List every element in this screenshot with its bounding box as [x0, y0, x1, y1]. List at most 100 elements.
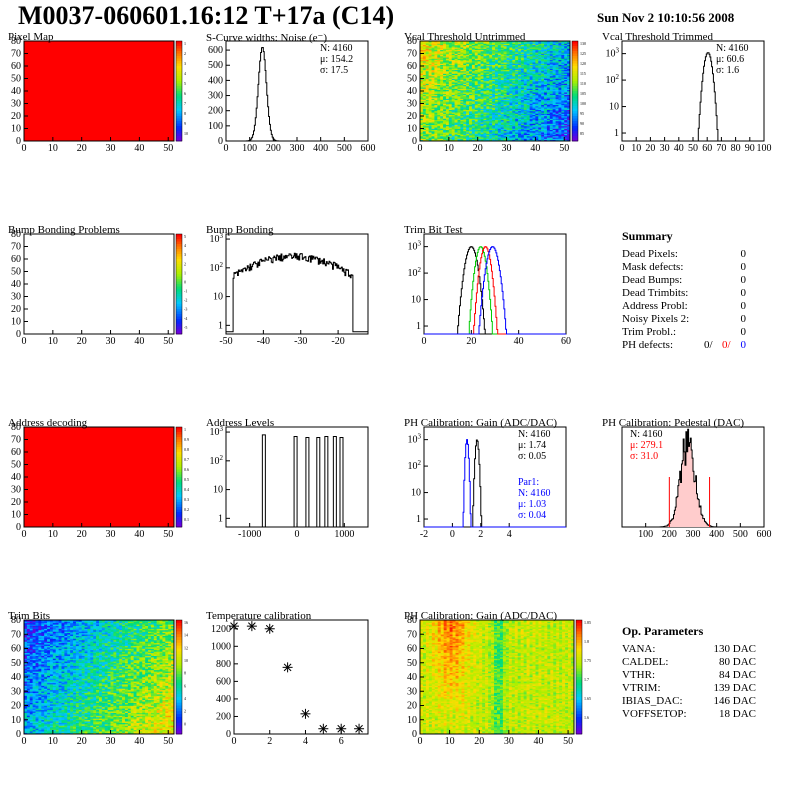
x-tick-label: 20	[77, 336, 87, 347]
panel-title: Pixel Map	[8, 31, 54, 43]
color-scale-cell	[176, 264, 182, 267]
x-tick-label: 400	[313, 143, 328, 154]
panel-title: Address decoding	[8, 417, 87, 429]
y-tick-label: 103	[408, 240, 422, 253]
x-tick-label: 30	[502, 143, 512, 154]
y-tick-label: 70	[11, 49, 21, 60]
ph-defects-black: 0/	[704, 339, 713, 351]
color-scale-cell	[572, 61, 578, 64]
color-scale-cell	[176, 490, 182, 493]
histogram-line	[622, 53, 764, 141]
x-tick-label: 40	[530, 143, 540, 154]
color-scale-cell	[176, 61, 182, 64]
color-scale-cell	[176, 482, 182, 485]
color-scale-cell	[572, 121, 578, 124]
x-tick-label: -2	[420, 529, 428, 540]
color-scale-cell	[176, 66, 182, 69]
color-scale-cell	[176, 294, 182, 297]
color-scale-cell	[176, 104, 182, 107]
address-spike	[262, 435, 265, 527]
histogram-line	[424, 247, 566, 334]
stats-text: N: 4160	[630, 429, 663, 440]
color-scale-cell	[176, 94, 182, 97]
color-scale-cell	[572, 54, 578, 57]
color-scale-cell	[176, 274, 182, 277]
color-scale-cell	[176, 440, 182, 443]
color-scale-cell	[176, 272, 182, 275]
panel-title: Vcal Threshold Trimmed	[602, 31, 713, 43]
x-tick-label: 0	[418, 143, 423, 154]
y-tick-label: 300	[208, 91, 223, 102]
x-tick-label: 200	[662, 529, 677, 540]
color-scale-label: 115	[580, 71, 586, 76]
color-scale-cell	[176, 324, 182, 327]
color-scale-label: 3	[184, 61, 186, 66]
color-scale-cell	[572, 74, 578, 77]
color-scale-cell	[176, 487, 182, 490]
stats-text: σ: 17.5	[320, 65, 348, 76]
color-scale-cell	[176, 56, 182, 59]
color-scale-cell	[176, 460, 182, 463]
summary-value: 0	[741, 248, 747, 260]
y-tick-label: 30	[11, 99, 21, 110]
color-scale-cell	[176, 84, 182, 87]
panel-title: Address Levels	[206, 417, 274, 429]
summary-label: Noisy Pixels 2:	[622, 313, 689, 325]
color-scale-cell	[176, 114, 182, 117]
summary-value: 0	[741, 300, 747, 312]
stats-text: σ: 0.05	[518, 451, 546, 462]
stats-text: N: 4160	[518, 429, 551, 440]
color-scale-cell	[176, 234, 182, 237]
color-scale-label: 0.9	[184, 437, 189, 442]
x-tick-label: 20	[77, 529, 87, 540]
color-scale-cell	[176, 106, 182, 109]
color-scale-cell	[176, 309, 182, 312]
x-tick-label: 500	[337, 143, 352, 154]
color-scale-cell	[572, 76, 578, 79]
y-tick-label: 1	[218, 320, 223, 331]
y-tick-label: 70	[407, 49, 417, 60]
color-scale-cell	[176, 109, 182, 112]
ph-defects-red: 0/	[722, 339, 731, 351]
timestamp: Sun Nov 2 10:10:56 2008	[597, 10, 734, 26]
histogram-line	[424, 247, 566, 334]
color-scale-cell	[572, 44, 578, 47]
y-tick-label: 70	[11, 242, 21, 253]
panel-title: Bump Bonding	[206, 224, 274, 236]
histogram-line	[424, 247, 566, 334]
summary-label: Address Probl:	[622, 300, 688, 312]
summary-label: Mask defects:	[622, 261, 683, 273]
summary-value: 0	[741, 313, 747, 325]
color-scale-cell	[176, 74, 182, 77]
stats-text: σ: 1.6	[716, 65, 739, 76]
color-scale-cell	[176, 269, 182, 272]
histogram-line	[424, 247, 566, 334]
color-scale-label: 0.2	[184, 507, 189, 512]
x-tick-label: 100	[757, 143, 772, 154]
color-scale	[176, 234, 182, 334]
y-tick-label: 10	[213, 485, 223, 496]
x-tick-label: 500	[733, 529, 748, 540]
color-scale-cell	[572, 51, 578, 54]
color-scale-cell	[572, 134, 578, 137]
color-scale-label: 120	[580, 61, 586, 66]
color-scale-cell	[176, 507, 182, 510]
y-tick-label: 102	[408, 459, 422, 472]
color-scale	[572, 41, 578, 141]
color-scale-cell	[176, 435, 182, 438]
summary-title: Summary	[622, 229, 746, 244]
color-scale-cell	[176, 292, 182, 295]
x-tick-label: 30	[106, 143, 116, 154]
summary-label: Dead Pixels:	[622, 248, 678, 260]
panel-title: Bump Bonding Problems	[8, 224, 120, 236]
x-tick-label: 0	[422, 336, 427, 347]
color-scale-cell	[176, 465, 182, 468]
y-tick-label: 40	[11, 86, 21, 97]
color-scale-cell	[176, 279, 182, 282]
